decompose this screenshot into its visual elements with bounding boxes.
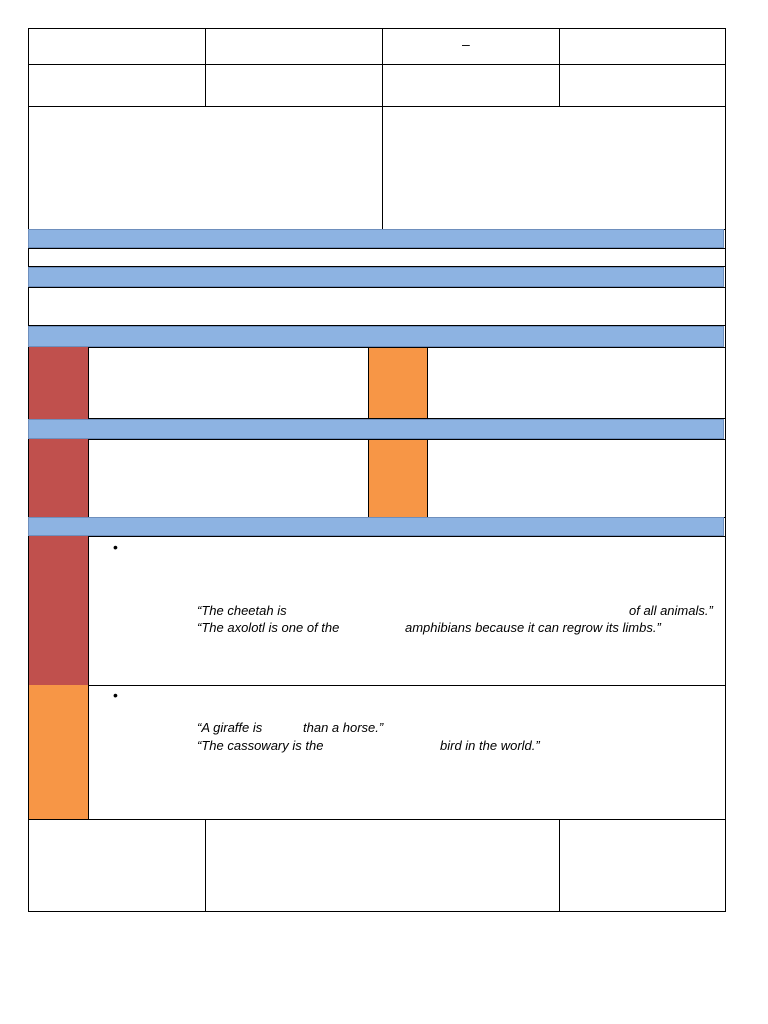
section-band-5 [28,517,724,536]
comparative-example-2-end: bird in the world.” [440,738,540,753]
objectives-left-cell [28,106,383,230]
section-band-2 [28,267,724,287]
superlative-example-2-start: “The axolotl is one of the [197,620,340,635]
red-label-cell-1 [29,347,89,419]
bullet-1: • [113,539,118,555]
info-cell-2 [205,64,383,107]
orange-label-cell-3 [29,685,89,819]
footer-cell-3 [559,819,726,912]
red-label-cell-3 [29,536,89,686]
red-label-cell-2 [29,439,89,518]
footer-cell-2 [205,819,560,912]
info-cell-3 [382,64,560,107]
section-band-4 [28,419,724,439]
section-band-1 [28,229,724,248]
header-cell-4 [559,28,726,65]
section-row-1 [28,248,726,267]
info-cell-1 [28,64,206,107]
comparative-example-1-end: than a horse.” [303,720,384,735]
objectives-right-cell [382,106,726,230]
superlative-example-1-end: of all animals.” [629,603,713,618]
activity-cell-2b [427,439,726,518]
superlatives-cell: • “The cheetah is of all animals.” “The … [88,536,726,686]
bullet-2: • [113,687,118,703]
superlative-example-2-end: amphibians because it can regrow its lim… [405,620,661,635]
comparatives-cell: • “A giraffe is than a horse.” “The cass… [88,685,726,820]
header-cell-1 [28,28,206,65]
orange-label-cell-2 [368,439,428,518]
orange-label-cell-1 [368,347,428,419]
section-band-3 [28,326,724,347]
section-row-2 [28,287,726,326]
info-cell-4 [559,64,726,107]
header-dash: – [462,36,470,52]
activity-cell-1b [427,347,726,419]
header-cell-2 [205,28,383,65]
activity-cell-2a [88,439,369,518]
activity-cell-1a [88,347,369,419]
header-cell-3: – [382,28,560,65]
comparative-example-1-start: “A giraffe is [197,720,263,735]
comparative-example-2-start: “The cassowary is the [197,738,324,753]
footer-cell-1 [28,819,206,912]
superlative-example-1-start: “The cheetah is [197,603,287,618]
